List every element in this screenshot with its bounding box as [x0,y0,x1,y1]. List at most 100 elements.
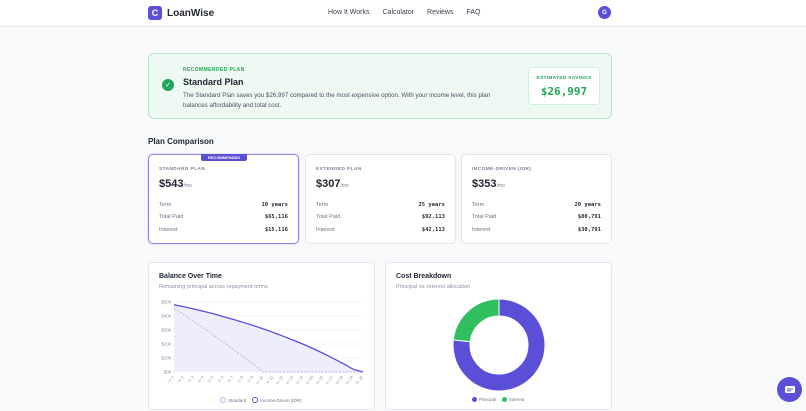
recommended-plan-description: The Standard Plan saves you $26,997 comp… [183,92,491,109]
x-tick-label: Yr 19 [344,374,354,385]
x-tick-label: Yr 18 [334,374,344,385]
price-unit: /mo [340,183,349,189]
term-label: Term [159,202,172,208]
y-tick-label: $50k [161,300,172,305]
x-tick-label: Yr 2 [176,374,185,384]
chat-icon [784,385,795,393]
cost-chart-subtitle: Principal vs. interest allocation [396,284,470,290]
legend-label-interest: Interest [509,397,525,402]
balance-chart-title: Balance Over Time [159,273,222,280]
legend-item-idr[interactable]: Income-Driven (IDR) [252,397,302,403]
x-tick-label: Yr 12 [275,374,285,385]
x-tick-label: Yr 5 [206,374,215,384]
nav-how-it-works[interactable]: How It Works [328,9,370,16]
balance-chart-legend: Standard Income-Driven (IDR) [220,397,302,403]
x-tick-label: Yr 9 [246,374,255,384]
total-row: Total Paid $92,113 [316,214,445,220]
x-tick-label: Yr 3 [186,374,195,384]
total-value: $65,116 [264,214,288,220]
check-circle-icon: ✓ [162,79,174,91]
recommended-eyebrow: RECOMMENDED PLAN [183,67,245,73]
donut-slice-principal [452,298,546,392]
legend-label-principal: Principal [479,397,497,402]
term-label: Term [472,202,485,208]
legend-swatch-standard [220,397,226,403]
price-value: $353 [472,178,497,190]
legend-item-standard[interactable]: Standard [220,397,246,403]
cost-chart-legend: Principal Interest [472,397,524,402]
legend-item-interest[interactable]: Interest [502,397,524,402]
total-label: Total Paid [159,214,184,220]
nav-calculator[interactable]: Calculator [382,9,415,16]
plan-label: INCOME-DRIVEN (IDR) [472,167,532,172]
user-avatar[interactable]: G [598,6,611,19]
recommended-badge: RECOMMENDED [201,154,247,161]
x-tick-label: Yr 8 [236,374,245,384]
x-tick-label: Yr 16 [314,374,324,385]
nav-reviews[interactable]: Reviews [427,9,454,16]
plan-monthly-price: $543/mo [159,178,192,190]
series-area-idr [174,304,363,372]
y-tick-label: $0k [164,370,172,375]
x-tick-label: Yr 10 [255,374,265,385]
x-tick-label: Yr 1 [167,374,176,384]
interest-row: Interest $15,116 [159,227,288,233]
plan-label: EXTENDED PLAN [316,167,362,172]
brand-logo[interactable]: C LoanWise [148,6,214,20]
plan-card-extended[interactable]: EXTENDED PLAN $307/mo Term 25 years Total… [305,154,456,244]
plan-label: STANDARD PLAN [159,167,206,172]
term-row: Term 10 years [159,202,288,208]
recommended-plan-banner: ✓ RECOMMENDED PLAN Standard Plan The Sta… [148,53,612,119]
price-value: $543 [159,178,184,190]
series-line-idr [173,304,364,373]
term-row: Term 25 years [316,202,445,208]
y-tick-label: $20k [161,342,172,347]
interest-label: Interest [159,227,178,233]
recommended-plan-title: Standard Plan [183,77,244,87]
total-label: Total Paid [472,214,497,220]
plan-comparison-title: Plan Comparison [148,137,214,146]
x-tick-label: Yr 17 [324,374,334,385]
cost-breakdown-panel: Cost Breakdown Principal vs. interest al… [385,262,612,410]
nav-faq[interactable]: FAQ [466,9,481,16]
total-label: Total Paid [316,214,341,220]
plan-card-income-driven[interactable]: INCOME-DRIVEN (IDR) $353/mo Term 20 years… [461,154,612,244]
x-tick-label: Yr 15 [305,374,315,385]
y-tick-label: $40k [161,314,172,319]
plan-monthly-price: $307/mo [316,178,349,190]
y-tick-label: $30k [161,328,172,333]
interest-value: $30,791 [577,227,601,233]
x-tick-label: Yr 13 [285,374,295,385]
legend-label-standard: Standard [228,397,247,403]
legend-swatch-principal [472,397,477,402]
total-row: Total Paid $65,116 [159,214,288,220]
y-tick-label: $10k [161,356,172,361]
interest-label: Interest [316,227,335,233]
interest-value: $42,113 [421,227,445,233]
total-value: $80,791 [577,214,601,220]
total-value: $92,113 [421,214,445,220]
chat-button[interactable] [777,377,802,402]
plan-card-standard[interactable]: RECOMMENDED STANDARD PLAN $543/mo Term 10… [148,154,299,244]
term-value: 25 years [418,202,446,208]
x-tick-label: Yr 6 [216,374,225,384]
interest-value: $15,116 [264,227,288,233]
x-tick-label: Yr 11 [265,374,275,385]
total-row: Total Paid $80,791 [472,214,601,220]
legend-item-principal[interactable]: Principal [472,397,496,402]
balance-over-time-panel: Balance Over Time Remaining principal ac… [148,262,375,410]
term-value: 20 years [574,202,602,208]
term-label: Term [316,202,329,208]
top-nav-bar: C LoanWise How It Works Calculator Revie… [0,0,806,27]
price-value: $307 [316,178,341,190]
interest-row: Interest $42,113 [316,227,445,233]
savings-value: $26,997 [540,85,588,98]
term-row: Term 20 years [472,202,601,208]
interest-label: Interest [472,227,491,233]
x-tick-label: Yr 14 [295,374,305,385]
legend-swatch-interest [502,397,508,402]
plan-monthly-price: $353/mo [472,178,505,190]
price-unit: /mo [496,183,505,189]
term-value: 10 years [261,202,289,208]
